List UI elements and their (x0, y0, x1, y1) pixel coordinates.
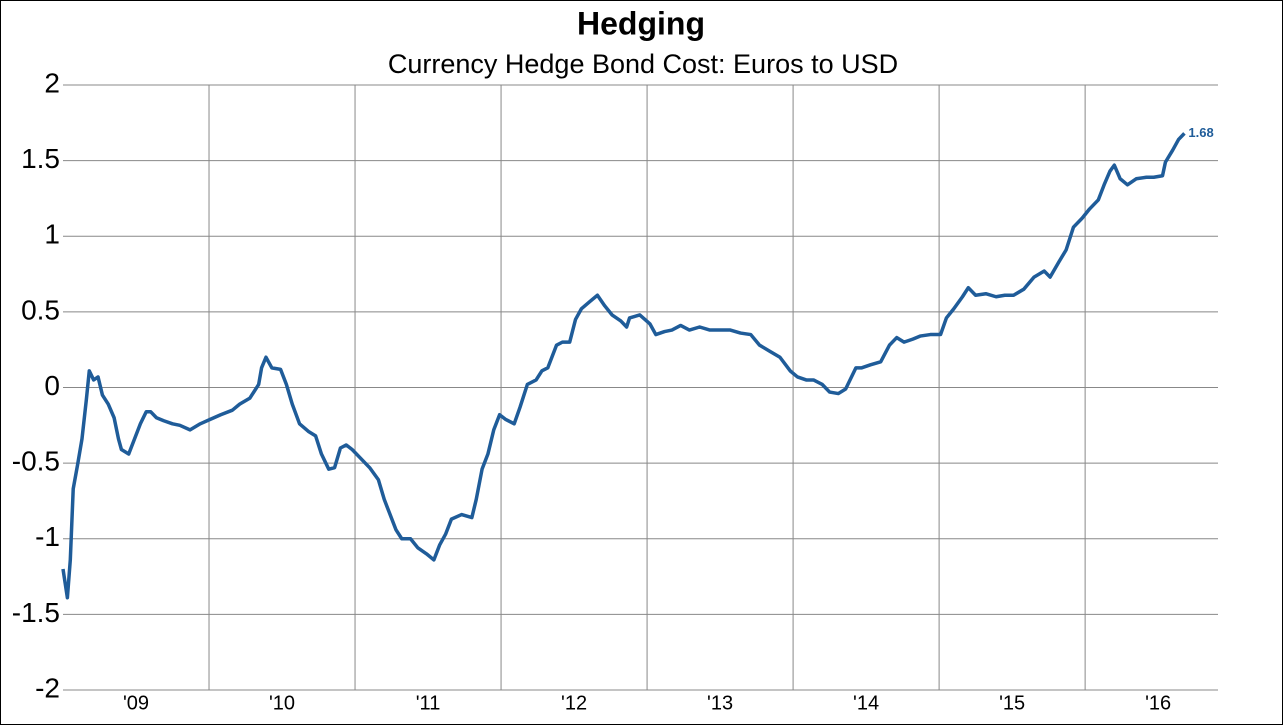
x-tick-label: '09 (123, 692, 149, 714)
x-tick-label: '13 (707, 692, 733, 714)
y-tick-label: -1 (35, 521, 60, 552)
x-tick-label: '10 (269, 692, 295, 714)
x-tick-label: '15 (999, 692, 1025, 714)
y-tick-label: 0.5 (21, 294, 60, 325)
y-tick-label: -0.5 (12, 446, 60, 477)
x-tick-label: '14 (853, 692, 879, 714)
y-tick-label: -1.5 (12, 597, 60, 628)
x-tick-label: '11 (416, 692, 441, 714)
chart-title: Hedging (577, 5, 705, 41)
chart-subtitle: Currency Hedge Bond Cost: Euros to USD (388, 49, 898, 79)
data-label: 1.68 (1188, 125, 1213, 140)
x-tick-label: '12 (561, 692, 587, 714)
x-tick-label: '16 (1145, 692, 1171, 714)
y-tick-label: 1.5 (21, 143, 60, 174)
data-line (61, 132, 1186, 600)
y-tick-label: 0 (44, 370, 60, 401)
y-tick-label: 1 (44, 219, 60, 250)
y-tick-label: -2 (35, 672, 60, 703)
y-tick-label: 2 (44, 67, 60, 98)
